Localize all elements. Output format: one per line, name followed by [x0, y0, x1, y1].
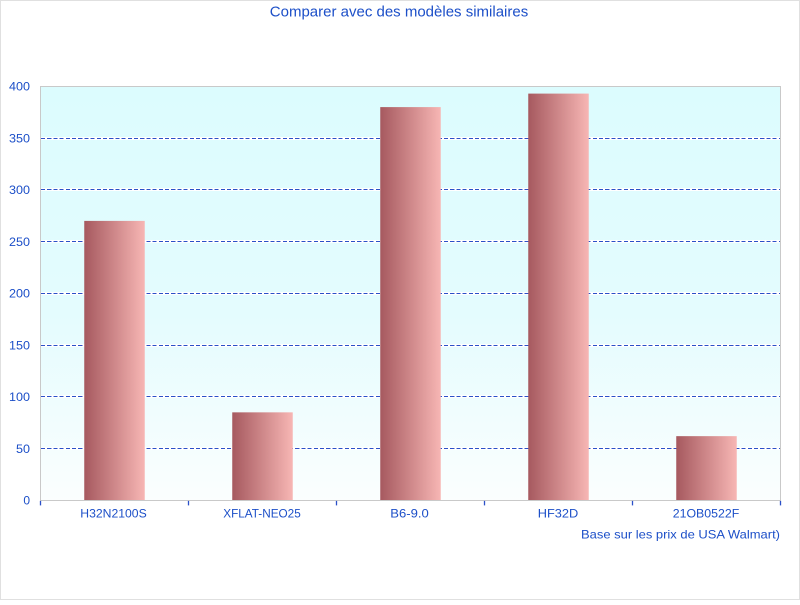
svg-text:100: 100 — [9, 390, 30, 404]
svg-text:350: 350 — [9, 131, 30, 145]
svg-text:XFLAT-NEO25: XFLAT-NEO25 — [223, 507, 301, 521]
svg-text:50: 50 — [16, 442, 30, 456]
svg-text:Base sur les prix de USA Walma: Base sur les prix de USA Walmart) — [581, 528, 780, 542]
svg-text:21OB0522F: 21OB0522F — [673, 507, 740, 521]
svg-text:150: 150 — [9, 338, 30, 352]
svg-text:250: 250 — [9, 235, 30, 249]
svg-text:Comparer avec des modèles simi: Comparer avec des modèles similaires — [270, 4, 528, 21]
svg-text:H32N2100S: H32N2100S — [80, 507, 147, 521]
svg-text:B6-9.0: B6-9.0 — [390, 507, 429, 521]
svg-text:200: 200 — [9, 287, 30, 301]
svg-text:HF32D: HF32D — [538, 507, 579, 521]
svg-text:0: 0 — [23, 494, 30, 508]
svg-text:300: 300 — [9, 183, 30, 197]
svg-text:400: 400 — [9, 80, 30, 94]
